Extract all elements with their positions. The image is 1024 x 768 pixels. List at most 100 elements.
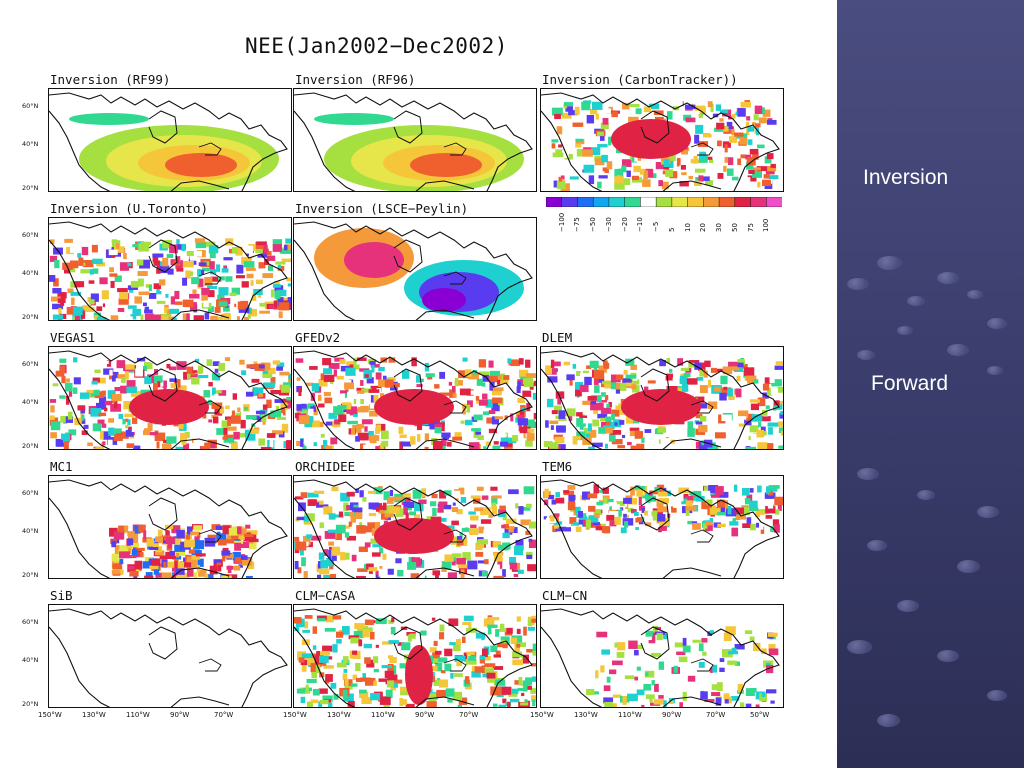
panel-title: CLM−CASA: [295, 588, 356, 603]
decorative-dot: [877, 714, 901, 727]
map-panel: [48, 346, 292, 450]
colorbar-tick-label: 50: [730, 223, 739, 232]
decorative-dot: [987, 690, 1007, 701]
panel-title: MC1: [50, 459, 73, 474]
latitude-label: 20°N: [22, 442, 39, 450]
colorbar-swatch: [577, 197, 594, 207]
map-panel: [293, 475, 537, 579]
colorbar-tick-label: −30: [604, 217, 613, 232]
panel-title: CLM−CN: [542, 588, 588, 603]
colorbar-tick-label: −100: [557, 212, 566, 232]
latitude-label: 40°N: [22, 398, 39, 406]
colorbar-swatch: [655, 197, 673, 207]
slide-title: NEE(Jan2002−Dec2002): [245, 34, 508, 58]
longitude-label: 130°W: [327, 711, 351, 719]
map-panel: [48, 604, 292, 708]
sidebar-label-inversion: Inversion: [863, 166, 949, 189]
colorbar-swatch: [546, 197, 563, 207]
colorbar-swatch: [608, 197, 626, 207]
decorative-dot: [937, 650, 959, 662]
map-panel: [540, 88, 784, 192]
decorative-dot: [957, 560, 981, 573]
colorbar-swatch: [671, 197, 689, 207]
colorbar-swatch: [687, 197, 705, 207]
decorative-dot: [977, 506, 999, 518]
map-image: [294, 350, 536, 449]
longitude-label: 130°W: [574, 711, 598, 719]
longitude-label: 70°W: [214, 711, 234, 719]
map-image: [541, 608, 780, 707]
longitude-label: 150°W: [530, 711, 554, 719]
sidebar-label-forward: Forward: [871, 372, 949, 395]
colorbar-tick-label: 30: [715, 223, 724, 232]
map-panel: [293, 88, 537, 192]
map-image: [541, 92, 780, 191]
panel-title: SiB: [50, 588, 73, 603]
colorbar-tick-label: 10: [683, 223, 692, 232]
decorative-dot: [907, 296, 925, 306]
decorative-dot: [867, 540, 887, 551]
decorative-dot: [847, 640, 873, 654]
latitude-label: 60°N: [22, 618, 39, 626]
longitude-label: 90°W: [662, 711, 682, 719]
decorative-dot: [917, 490, 935, 500]
panel-title: ORCHIDEE: [295, 459, 356, 474]
map-image: [49, 221, 291, 320]
map-image: [49, 608, 288, 707]
panel-title: Inversion (U.Toronto): [50, 201, 209, 216]
decorative-dot: [897, 326, 914, 335]
latitude-label: 40°N: [22, 140, 39, 148]
latitude-label: 20°N: [22, 700, 39, 708]
longitude-label: 50°W: [750, 711, 770, 719]
decorative-dot: [987, 318, 1007, 329]
longitude-label: 70°W: [459, 711, 479, 719]
colorbar-swatch: [561, 197, 579, 207]
latitude-label: 40°N: [22, 269, 39, 277]
decorative-dot: [947, 344, 969, 356]
colorbar-tick-label: −75: [573, 217, 582, 232]
longitude-label: 130°W: [82, 711, 106, 719]
colorbar-swatch: [624, 197, 642, 207]
latitude-label: 60°N: [22, 231, 39, 239]
latitude-label: 40°N: [22, 656, 39, 664]
colorbar-tick-label: 20: [699, 223, 708, 232]
decorative-dot: [967, 290, 984, 299]
colorbar-tick-label: −20: [620, 217, 629, 232]
map-panel: [540, 475, 784, 579]
latitude-label: 40°N: [22, 527, 39, 535]
longitude-label: 110°W: [126, 711, 150, 719]
map-image: [541, 479, 783, 578]
decorative-dot: [847, 278, 869, 290]
panel-title: Inversion (CarbonTracker)): [542, 72, 738, 87]
sidebar: Inversion Forward: [837, 0, 1024, 768]
panel-title: TEM6: [542, 459, 573, 474]
map-image: [49, 92, 288, 191]
colorbar-swatch: [766, 197, 782, 207]
colorbar-swatch: [640, 197, 657, 207]
latitude-label: 20°N: [22, 184, 39, 192]
colorbar-tick-label: −10: [636, 217, 645, 232]
decorative-dot: [897, 600, 919, 612]
colorbar-tick-label: 5: [667, 227, 676, 232]
longitude-label: 150°W: [38, 711, 62, 719]
colorbar-tick-label: −50: [589, 217, 598, 232]
panel-title: Inversion (RF96): [295, 72, 416, 87]
latitude-label: 20°N: [22, 313, 39, 321]
map-image: [541, 350, 783, 449]
colorbar-swatch: [750, 197, 768, 207]
latitude-label: 60°N: [22, 489, 39, 497]
longitude-label: 90°W: [415, 711, 435, 719]
latitude-label: 60°N: [22, 102, 39, 110]
map-panel: [48, 88, 292, 192]
colorbar: [546, 197, 782, 207]
decorative-dot: [857, 468, 879, 480]
map-panel: [48, 475, 292, 579]
panel-title: Inversion (RF99): [50, 72, 171, 87]
colorbar-swatch: [734, 197, 752, 207]
colorbar-tick-label: 75: [746, 223, 755, 232]
panel-title: Inversion (LSCE−Peylin): [295, 201, 469, 216]
longitude-label: 110°W: [371, 711, 395, 719]
latitude-label: 60°N: [22, 360, 39, 368]
colorbar-swatch: [592, 197, 610, 207]
